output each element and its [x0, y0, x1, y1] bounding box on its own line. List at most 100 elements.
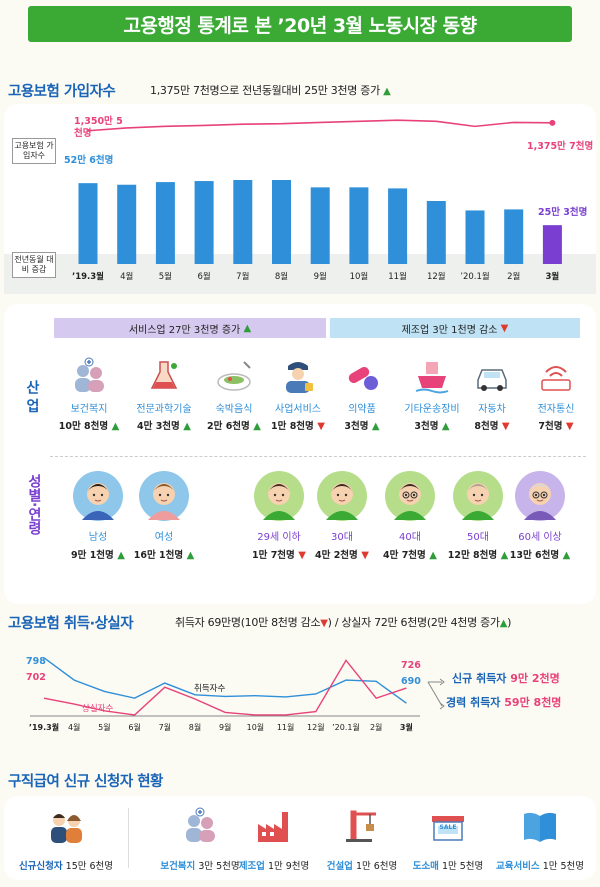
month-label: 10월 [349, 272, 369, 282]
industry-value-text: 3천명 [414, 421, 439, 432]
industry-item: 보건복지 10만 8천명 ▲ [49, 356, 129, 432]
factory-icon [258, 812, 288, 842]
industry-value-text: 3천명 [344, 421, 369, 432]
claims-name: 건설업 [326, 861, 353, 872]
thirties-woman-avatar-icon [317, 471, 367, 521]
section-divider [50, 456, 586, 457]
industry-value-text: 7천명 [538, 421, 563, 432]
crane-icon [346, 810, 376, 842]
down-arrow-icon: ▼ [294, 550, 306, 561]
flows-month-label: 12월 [307, 723, 325, 732]
flows-month-label: 11월 [276, 723, 295, 732]
demographic-value: 13만 6천명 ▲ [500, 547, 580, 561]
change-bar [117, 184, 137, 264]
claims-name: 도소매 [412, 861, 439, 872]
claims-value: 1만 5천명 [438, 861, 484, 872]
up-arrow-icon: ▲ [499, 618, 508, 629]
claims-value: 1만 9천명 [264, 861, 310, 872]
industry-item: 의약품 3천명 ▲ [322, 356, 402, 432]
flows-chart: 798 702 726 690 취득자수 상실자수 신규 취득자 9만 2천명 … [0, 640, 600, 740]
demographic-value: 16만 1천명 ▲ [124, 547, 204, 561]
applicants-icon [51, 814, 82, 843]
claims-name: 제조업 [238, 861, 265, 872]
industry-item: 기타운송장비 3천명 ▲ [392, 356, 472, 432]
change-bar [349, 187, 369, 264]
loss-start-label: 702 [26, 672, 46, 683]
claims-value: 15만 6천명 [62, 861, 114, 872]
month-label: 3월 [545, 272, 560, 282]
demographic-value-text: 1만 7천명 [252, 550, 295, 561]
up-arrow-icon: ▲ [183, 550, 195, 561]
demographic-name: 50대 [467, 532, 489, 543]
flows-month-label: 9월 [218, 723, 232, 732]
claims-label: 신규신청자 15만 6천명 [16, 858, 116, 872]
claims-heading: 구직급여 신규 신청자 현황 [8, 774, 163, 790]
up-arrow-icon: ▲ [559, 550, 571, 561]
flows-heading: 고용보험 취득·상실자 [8, 616, 134, 632]
demographic-item: 29세 이하 1만 7천명 ▼ [239, 470, 319, 561]
book-icon [524, 812, 556, 842]
flows-month-label: 7월 [158, 723, 172, 732]
month-label: 6월 [197, 272, 211, 282]
flows-month-label: 10월 [246, 723, 265, 732]
demographic-item: 50대 12만 8천명 ▲ [438, 470, 518, 561]
demographic-value: 12만 8천명 ▲ [438, 547, 518, 561]
forties-man-avatar-icon [385, 471, 435, 521]
insured-row-label-top: 고용보험 가입자수 [12, 138, 56, 164]
claims-label: 도소매 1만 5천명 [398, 858, 498, 872]
demographic-name: 여성 [154, 532, 174, 543]
experienced-acquirer-label: 경력 취득자 59만 8천명 [446, 696, 562, 709]
industry-value-text: 8천명 [474, 421, 499, 432]
industry-item: 숙박음식 2만 6천명 ▲ [194, 356, 274, 432]
demographic-value-text: 4만 2천명 [315, 550, 358, 561]
change-bar [155, 182, 175, 264]
store-icon [432, 816, 464, 841]
demographic-item: 30대 4만 2천명 ▼ [302, 470, 382, 561]
industry-item: 전문과학기술 4만 3천명 ▲ [124, 356, 204, 432]
change-bar [426, 201, 446, 264]
up-arrow-icon: ▲ [438, 421, 450, 432]
up-arrow-icon: ▲ [249, 421, 261, 432]
month-label: 9월 [313, 272, 327, 282]
insured-heading: 고용보험 가입자수 [8, 84, 116, 100]
demographic-item: 60세 이상 13만 6천명 ▲ [500, 470, 580, 561]
month-label: 2월 [507, 272, 521, 282]
flows-month-label: ’20.1월 [332, 723, 360, 732]
insured-start-change: 52만 6천명 [64, 155, 114, 166]
demographic-value-text: 16만 1천명 [133, 550, 184, 561]
claims-divider [128, 808, 129, 868]
claims-value: 1만 6천명 [352, 861, 398, 872]
car-icon [477, 369, 507, 391]
industry-value-text: 4만 3천명 [137, 421, 180, 432]
claims-name: 보건복지 [160, 861, 196, 872]
demographic-value: 9만 1천명 ▲ [58, 547, 138, 561]
fifties-woman-avatar-icon [453, 471, 503, 521]
up-arrow-icon: ▲ [368, 421, 380, 432]
claims-value: 1만 5천명 [539, 861, 585, 872]
up-arrow-icon: ▲ [113, 550, 125, 561]
industry-name: 사업서비스 [275, 404, 321, 415]
month-label: 8월 [274, 272, 289, 282]
acquirer-line [43, 657, 407, 704]
total-line [87, 119, 553, 132]
industry-name: 전자통신 [537, 404, 575, 415]
change-bar [388, 188, 408, 264]
insured-chart-panel: 고용보험 가입자수 전년동월 대비 증감 1,350만 5천명 1,375만 7… [4, 104, 596, 294]
month-label: 7월 [236, 272, 250, 282]
flows-svg [30, 657, 445, 717]
claims-label: 보건복지 3만 5천명 [150, 858, 250, 872]
claims-item: SALE 도소매 1만 5천명 [398, 806, 498, 872]
change-bar [233, 180, 253, 264]
manufacturing-header: 제조업 3만 1천명 감소 ▼ [330, 318, 580, 338]
industry-value: 3천명 ▲ [392, 418, 472, 432]
down-arrow-icon: ▼ [320, 618, 328, 629]
industry-value: 8천명 ▼ [452, 418, 532, 432]
demographic-name: 40대 [399, 532, 421, 543]
security-guard-icon [286, 362, 313, 393]
demographic-name: 60세 이상 [518, 532, 562, 543]
claims-name: 신규신청자 [18, 861, 63, 872]
up-arrow-icon: ▲ [425, 550, 437, 561]
claims-item: 제조업 1만 9천명 [224, 806, 324, 872]
change-bar [194, 181, 214, 264]
science-flask-icon [150, 361, 178, 389]
